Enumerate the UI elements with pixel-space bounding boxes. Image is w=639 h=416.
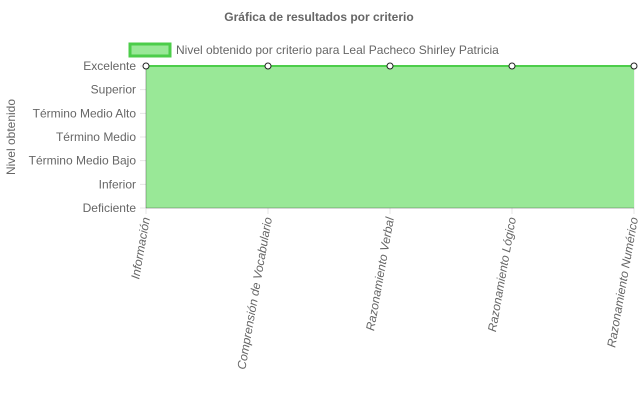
x-tick-label: Razonamiento Numérico <box>604 216 639 349</box>
chart-title: Gráfica de resultados por criterio <box>224 10 413 24</box>
x-tick-label: Comprensión de Vocabulario <box>234 216 275 371</box>
x-tick-label: Información <box>128 216 153 280</box>
y-tick-label: Inferior <box>99 177 136 191</box>
legend-label[interactable]: Nivel obtenido por criterio para Leal Pa… <box>176 43 499 57</box>
x-tick-label: Razonamiento Verbal <box>363 216 397 332</box>
y-tick-label: Deficiente <box>83 201 137 215</box>
y-tick-label: Excelente <box>83 59 136 73</box>
y-tick-label: Término Medio <box>56 130 136 144</box>
y-axis-title: Nivel obtenido <box>4 99 18 175</box>
plot-area <box>146 65 634 208</box>
data-point[interactable] <box>508 62 516 70</box>
data-point[interactable] <box>142 62 150 70</box>
data-point[interactable] <box>264 62 272 70</box>
data-points <box>142 62 638 70</box>
data-point[interactable] <box>386 62 394 70</box>
y-tick-label: Superior <box>91 83 136 97</box>
y-tick-label: Término Medio Alto <box>33 106 137 120</box>
x-tick-label: Razonamiento Lógico <box>485 216 519 333</box>
y-tick-label: Término Medio Bajo <box>29 154 137 168</box>
legend[interactable]: Nivel obtenido por criterio para Leal Pa… <box>128 42 499 58</box>
legend-swatch[interactable] <box>128 42 172 58</box>
data-point[interactable] <box>630 62 638 70</box>
series-area-fill <box>146 66 634 208</box>
